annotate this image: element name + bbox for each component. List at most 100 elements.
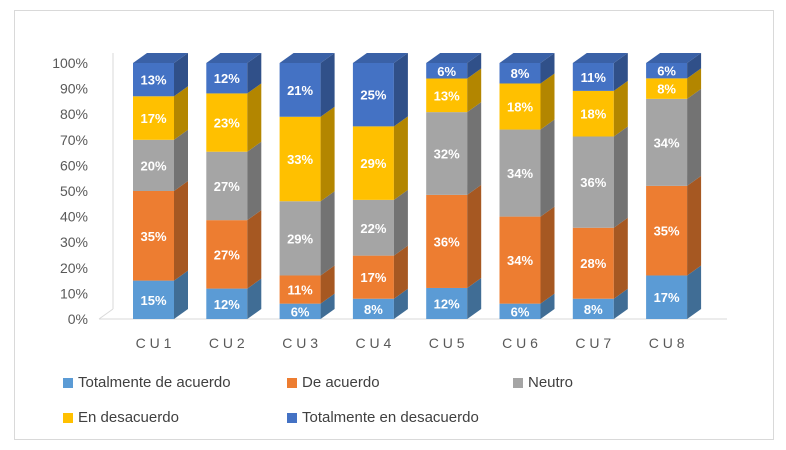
data-label: 17% [140, 111, 166, 126]
data-label: 13% [140, 73, 166, 88]
bar-segment-side [467, 53, 482, 79]
bar-segment [133, 63, 174, 97]
bar-segment-side [687, 265, 702, 319]
bar-segment-side [687, 53, 702, 79]
bar-segment [426, 194, 468, 288]
data-label: 12% [214, 297, 240, 312]
bar-segment-side [320, 293, 335, 319]
data-label: 6% [657, 64, 676, 79]
y-tick-label: 10% [60, 285, 88, 301]
bar-segment-side [540, 293, 555, 319]
y-tick-label: 30% [60, 234, 88, 250]
legend-swatch [287, 377, 297, 388]
bar-segment [646, 185, 688, 276]
y-tick-label: 80% [60, 106, 88, 122]
data-label: 27% [214, 179, 240, 194]
bar-segment [646, 275, 688, 319]
legend-label: Totalmente de acuerdo [78, 374, 231, 391]
data-label: 36% [580, 175, 606, 190]
bar-segment-side [467, 68, 482, 113]
bar-segment-side [393, 288, 408, 319]
data-label: 8% [511, 66, 530, 81]
bar-segment [499, 216, 541, 304]
x-tick-label: C U 6 [502, 335, 538, 351]
bar-segment-side [247, 53, 262, 94]
data-label: 33% [287, 152, 313, 167]
data-label: 23% [214, 116, 240, 131]
bar-segment [279, 63, 321, 117]
bar-segment-side [540, 206, 555, 304]
bar-segment-side [613, 126, 628, 228]
stacked-bar-chart: 0% 10% 20% 30% 40% 50% 60% 70% 80% 90% 100% 15% 35% 2… [52, 53, 727, 351]
bar-segment [572, 227, 614, 299]
bar-segment [279, 201, 321, 276]
bar-top-face [206, 53, 262, 63]
bar-segment [133, 96, 174, 140]
data-label: 17% [360, 270, 386, 285]
bar-segment [646, 63, 688, 79]
bar-segment-side [174, 53, 188, 97]
bar-segment-side [320, 191, 335, 276]
bar-stack: 15% 35% 20% 17% 13% [133, 53, 188, 319]
data-label: 13% [434, 88, 460, 103]
bar-segment [352, 63, 394, 127]
data-label: 6% [511, 304, 530, 319]
bar-top-face [426, 53, 482, 63]
bar-segment [646, 98, 688, 186]
data-label: 21% [287, 83, 313, 98]
data-label: 8% [364, 302, 383, 317]
bar-segment-side [613, 53, 628, 91]
axis-floor-edge [98, 308, 114, 320]
bar-segment-side [613, 217, 628, 299]
data-label: 8% [584, 302, 603, 317]
data-label: 8% [657, 82, 676, 97]
bar-top-face [279, 53, 335, 63]
bar-segment [499, 83, 541, 130]
legend-label: En desacuerdo [78, 409, 179, 426]
data-label: 20% [140, 158, 166, 173]
bar-segment [572, 90, 614, 137]
chart-frame: 0% 10% 20% 30% 40% 50% 60% 70% 80% 90% 100% 15% 35% 2… [14, 10, 774, 440]
data-label: 34% [507, 253, 533, 268]
x-tick-label: C U 3 [282, 335, 318, 351]
y-tick-label: 60% [60, 157, 88, 173]
bar-segment [352, 199, 394, 256]
data-label: 6% [437, 64, 456, 79]
data-label: 27% [214, 247, 240, 262]
data-label: 36% [434, 234, 460, 249]
bar-segment-side [687, 68, 702, 99]
bar-segment-side [247, 83, 262, 152]
legend-item-en-desacuerdo: En desacuerdo [63, 409, 179, 426]
legend-item-de-acuerdo: De acuerdo [287, 374, 380, 391]
data-label: 18% [580, 107, 606, 122]
data-label: 25% [360, 88, 386, 103]
legend-item-totalmente-en-desacuerdo: Totalmente en desacuerdo [287, 409, 479, 426]
x-tick-label: C U 8 [649, 335, 685, 351]
x-tick-label: C U 4 [356, 335, 392, 351]
x-tick-label: C U 1 [136, 335, 172, 351]
bar-segment [279, 275, 321, 304]
bar-segment [572, 136, 614, 228]
bar-segment [499, 129, 541, 217]
bar-stack: 8% 28% 36% 18% 11% [572, 53, 628, 319]
y-tick-label: 40% [60, 209, 88, 225]
data-label: 29% [360, 156, 386, 171]
bar-segment-side [393, 53, 408, 127]
bar-segment [206, 288, 248, 319]
bar-segment-side [613, 80, 628, 137]
bar-stack: 6% 34% 34% 18% 8% [499, 53, 555, 319]
data-label: 35% [140, 229, 166, 244]
bar-segment-side [320, 106, 335, 202]
bar-segment-side [393, 189, 408, 256]
bar-stack: 12% 27% 27% 23% 12% [206, 53, 262, 319]
legend-label: De acuerdo [302, 374, 380, 391]
legend-label: Neutro [528, 374, 574, 391]
bar-stack: 6% 11% 29% 33% 21% [279, 53, 335, 319]
bar-segment-side [393, 116, 408, 200]
data-label: 11% [287, 283, 313, 298]
bar-segment [133, 191, 174, 281]
data-label: 15% [140, 293, 166, 308]
bar-segment-side [174, 181, 188, 281]
bar-segment [206, 63, 248, 94]
bar-top-face [572, 53, 628, 63]
